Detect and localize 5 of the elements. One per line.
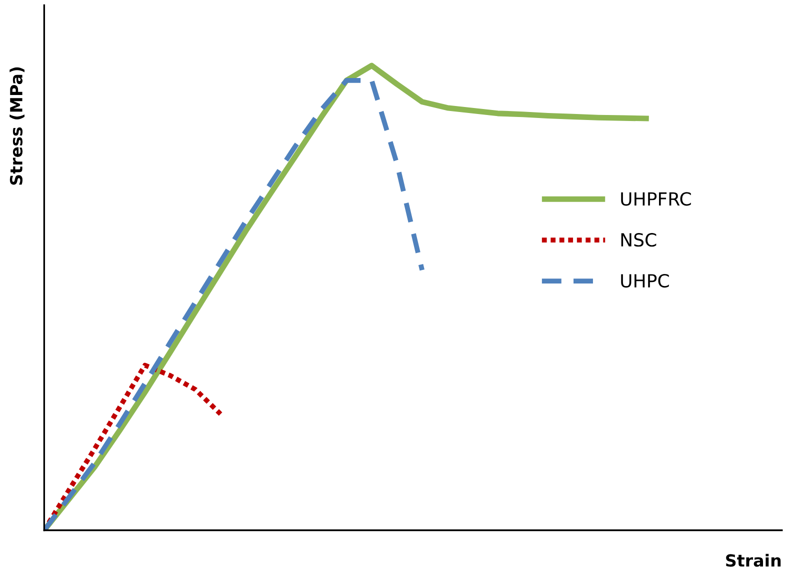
- x-axis-title: Strain: [726, 554, 781, 567]
- legend-label: UHPC: [621, 274, 669, 288]
- legend-label: NSC: [621, 233, 656, 247]
- legend-label: UHPFRC: [621, 192, 691, 206]
- y-axis-title: Stress (MPa): [10, 67, 24, 185]
